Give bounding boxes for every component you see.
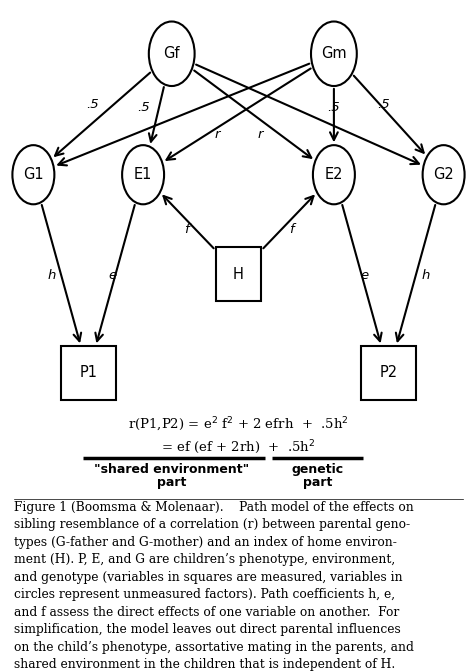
Text: E1: E1 xyxy=(134,167,152,182)
Text: part: part xyxy=(302,476,331,489)
Text: r: r xyxy=(214,128,219,141)
Text: G2: G2 xyxy=(432,167,453,182)
Text: E2: E2 xyxy=(324,167,342,182)
Text: Gm: Gm xyxy=(320,46,346,61)
Text: P2: P2 xyxy=(379,366,397,380)
Text: f: f xyxy=(288,223,293,237)
Text: .5: .5 xyxy=(137,101,149,114)
Circle shape xyxy=(122,145,164,204)
Text: h: h xyxy=(47,269,56,282)
Text: P1: P1 xyxy=(79,366,97,380)
Text: H: H xyxy=(233,267,243,282)
Circle shape xyxy=(312,145,354,204)
Text: Gf: Gf xyxy=(163,46,179,61)
Text: genetic: genetic xyxy=(290,462,343,476)
Text: e: e xyxy=(360,269,368,282)
Circle shape xyxy=(12,145,54,204)
Circle shape xyxy=(310,22,356,86)
Text: G1: G1 xyxy=(23,167,44,182)
Text: .5: .5 xyxy=(87,97,99,111)
Bar xyxy=(60,346,116,400)
Text: r: r xyxy=(257,128,262,141)
Text: "shared environment": "shared environment" xyxy=(94,462,249,476)
Bar xyxy=(360,346,416,400)
Text: part: part xyxy=(157,476,186,489)
Text: h: h xyxy=(420,269,429,282)
Text: Figure 1 (Boomsma & Molenaar).    Path model of the effects on
sibling resemblan: Figure 1 (Boomsma & Molenaar). Path mode… xyxy=(14,501,413,671)
Text: .5: .5 xyxy=(377,97,389,111)
Text: r(P1,P2) = e$^2$ f$^2$ + 2 efrh  +  .5h$^2$: r(P1,P2) = e$^2$ f$^2$ + 2 efrh + .5h$^2… xyxy=(128,416,348,433)
Bar xyxy=(215,247,261,301)
Circle shape xyxy=(422,145,464,204)
Text: e: e xyxy=(108,269,116,282)
Text: f: f xyxy=(183,223,188,237)
Text: = ef (ef + 2rh)  +  .5h$^2$: = ef (ef + 2rh) + .5h$^2$ xyxy=(161,438,315,456)
Circle shape xyxy=(149,22,194,86)
Text: .5: .5 xyxy=(327,101,339,114)
